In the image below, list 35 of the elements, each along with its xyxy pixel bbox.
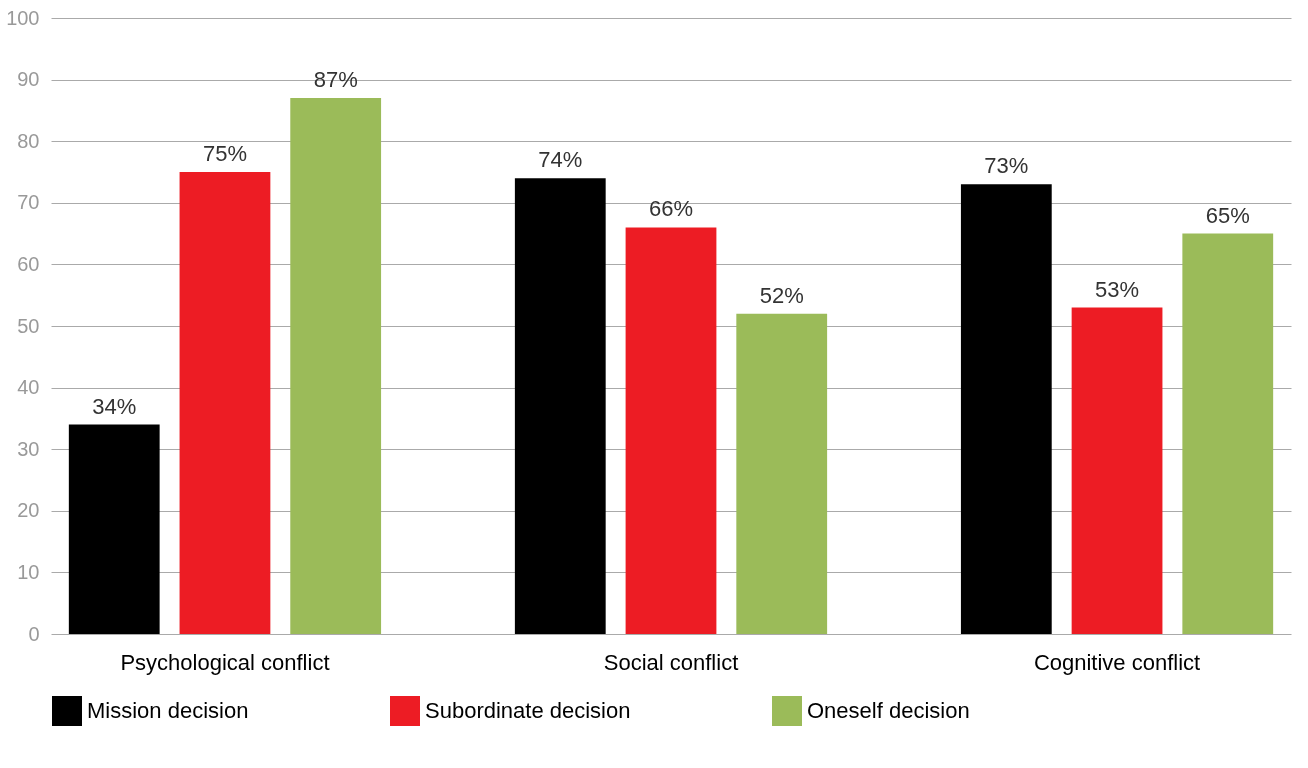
y-tick-label: 90	[17, 68, 40, 91]
y-tick-label: 40	[17, 376, 40, 399]
bar	[1182, 233, 1274, 634]
data-label: 66%	[648, 196, 694, 222]
legend-label: Oneself decision	[807, 698, 970, 723]
legend-label: Mission decision	[87, 698, 249, 723]
x-tick-label: Social conflict	[603, 649, 739, 675]
bar	[736, 313, 828, 634]
bar	[179, 172, 271, 634]
x-tick-label: Psychological conflict	[120, 649, 330, 675]
data-label: 53%	[1095, 276, 1140, 302]
data-label: 74%	[538, 147, 583, 173]
bar	[68, 424, 160, 634]
bar	[514, 178, 606, 634]
y-tick-label: 80	[17, 129, 40, 152]
bar	[290, 98, 382, 634]
data-label: 65%	[1205, 202, 1250, 228]
bar	[960, 184, 1052, 634]
x-tick-label: Cognitive conflict	[1033, 649, 1201, 675]
y-tick-label: 0	[28, 622, 40, 645]
y-tick-label: 50	[17, 314, 40, 337]
y-tick-label: 60	[17, 252, 40, 275]
y-tick-label: 30	[17, 437, 40, 460]
data-label: 87%	[313, 67, 358, 93]
bar	[625, 227, 717, 634]
data-label: 73%	[984, 153, 1029, 179]
y-tick-label: 20	[17, 499, 40, 522]
y-tick-label: 10	[17, 560, 40, 583]
data-label: 75%	[202, 141, 247, 166]
y-tick-label: 100	[6, 6, 40, 29]
y-tick-label: 70	[17, 191, 40, 214]
data-label: 34%	[92, 393, 137, 419]
legend-label: Subordinate decision	[425, 698, 631, 723]
bar	[1071, 307, 1163, 634]
data-label: 52%	[759, 282, 804, 308]
